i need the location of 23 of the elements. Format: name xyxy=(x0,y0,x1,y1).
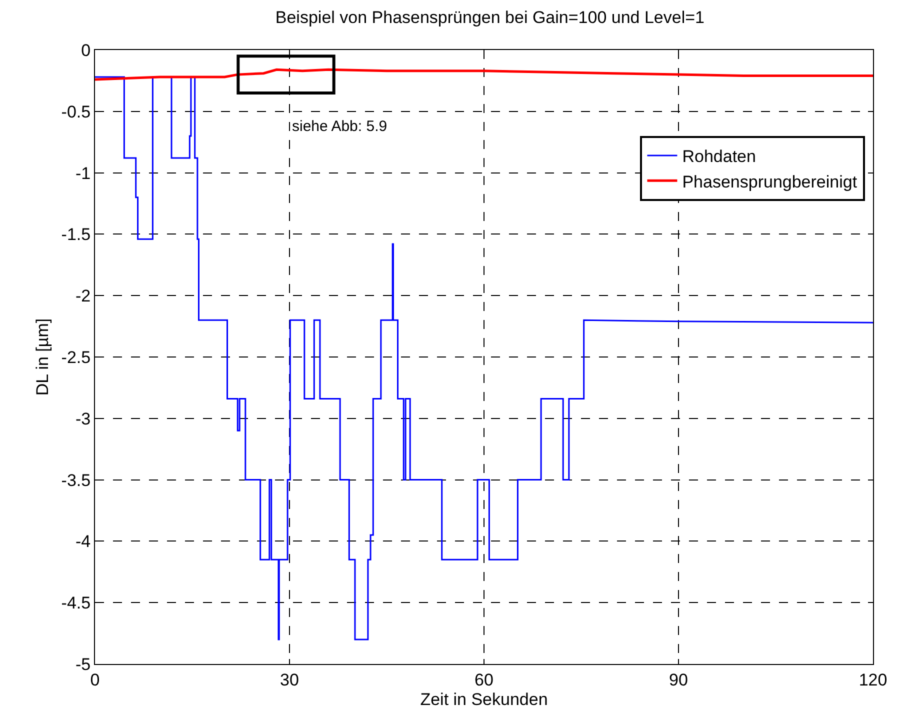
y-tick-label: -5 xyxy=(75,654,91,674)
y-tick-label: -2.5 xyxy=(61,348,91,367)
legend-label: Phasensprungbereinigt xyxy=(682,172,858,192)
y-tick-label: -2 xyxy=(75,286,91,306)
y-tick-label: 0 xyxy=(81,40,91,60)
x-tick-label: 120 xyxy=(858,670,888,690)
y-axis-title: DL in [µm] xyxy=(32,318,52,396)
line-series xyxy=(95,68,873,81)
chart-title: Beispiel von Phasensprüngen bei Gain=100 und Level=1 xyxy=(275,8,705,27)
line-series xyxy=(95,76,873,640)
annotation: siehe Abb: 5.9 xyxy=(292,118,388,135)
x-tick-label: 30 xyxy=(280,670,299,690)
y-tick-label: -4.5 xyxy=(61,594,91,613)
y-tick-label: -1.5 xyxy=(61,225,91,244)
y-tick-label: -0.5 xyxy=(61,102,91,122)
y-tick-label: -3.5 xyxy=(61,470,91,490)
x-tick-label: 90 xyxy=(669,670,688,690)
x-tick-label: 60 xyxy=(474,670,494,690)
x-axis-title: Zeit in Sekunden xyxy=(420,690,548,709)
legend-label: Rohdaten xyxy=(682,147,756,166)
y-tick-label: -1 xyxy=(75,164,91,183)
y-tick-label: -3 xyxy=(75,409,91,428)
y-tick-label: -4 xyxy=(75,532,91,552)
